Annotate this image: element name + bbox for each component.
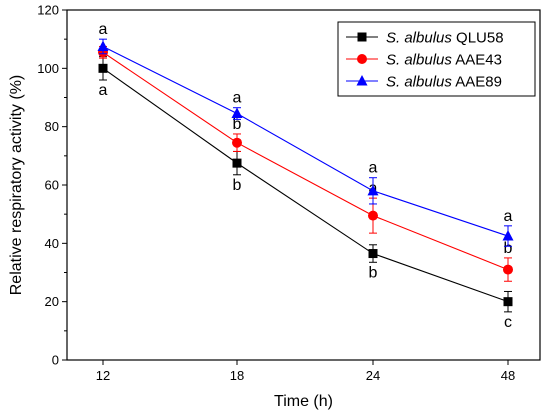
series-aae89: a a a a xyxy=(97,21,514,247)
legend-marker xyxy=(357,54,367,64)
significance-label: a xyxy=(99,82,108,99)
y-tick-label: 20 xyxy=(45,294,59,309)
data-point xyxy=(368,210,378,221)
data-point xyxy=(503,297,513,307)
x-tick-label: 24 xyxy=(366,368,380,383)
y-tick-label: 120 xyxy=(37,3,59,18)
significance-label: c xyxy=(504,314,512,331)
data-point xyxy=(503,264,513,275)
series-line xyxy=(102,51,509,271)
legend: S. albulus QLU58 S. albulus AAE43 S. albul… xyxy=(337,21,536,97)
significance-label: a xyxy=(233,90,242,107)
y-tick-label: 80 xyxy=(45,119,59,134)
legend-marker xyxy=(356,75,368,86)
y-tick-label: 0 xyxy=(52,353,59,368)
y-tick-label: 40 xyxy=(45,236,59,251)
legend-marker xyxy=(357,32,367,42)
data-point xyxy=(232,137,242,148)
x-tick-label: 48 xyxy=(501,368,515,383)
significance-label: b xyxy=(233,116,242,133)
data-point xyxy=(502,230,514,241)
data-point xyxy=(367,184,379,196)
data-point xyxy=(232,158,242,168)
x-axis-title: Time (h) xyxy=(274,393,333,410)
data-point xyxy=(231,107,243,119)
significance-label: b xyxy=(233,177,242,194)
significance-label: a xyxy=(504,208,513,225)
legend-label: S. albulus AAE43 xyxy=(386,52,502,69)
legend-label: S. albulus QLU58 xyxy=(386,30,504,47)
x-tick-label: 12 xyxy=(96,368,110,383)
data-point xyxy=(98,63,108,73)
legend-label: S. albulus AAE89 xyxy=(386,74,502,91)
series-line xyxy=(102,67,509,303)
plot-area: 02040608010012012182448abbcbabaaaa xyxy=(37,3,541,383)
y-tick-label: 60 xyxy=(45,178,59,193)
significance-label: a xyxy=(99,21,108,38)
y-tick-label: 100 xyxy=(37,61,59,76)
significance-label: b xyxy=(369,264,378,281)
data-point xyxy=(97,40,109,51)
significance-label: a xyxy=(369,160,378,177)
x-tick-label: 18 xyxy=(230,368,244,383)
series-line xyxy=(102,45,509,237)
significance-label: b xyxy=(504,240,513,257)
data-point xyxy=(368,249,378,259)
y-axis-title: Relative respiratory activity (%) xyxy=(8,75,25,296)
